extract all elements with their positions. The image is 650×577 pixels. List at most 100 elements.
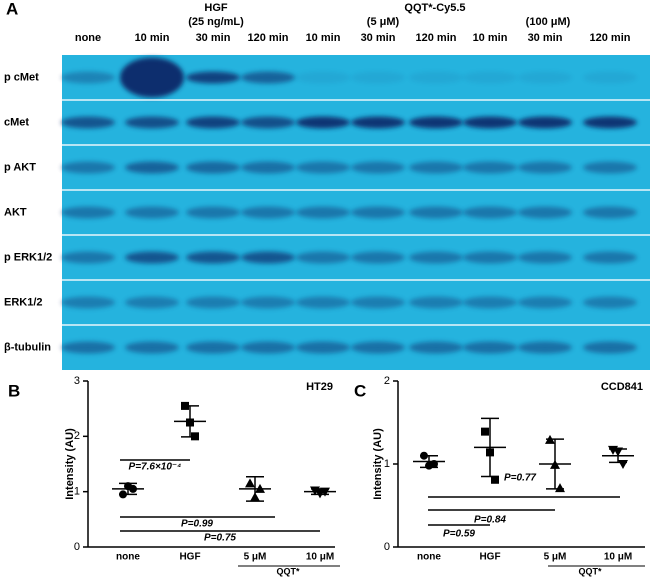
blot-band: [186, 161, 240, 174]
row-label: p cMet: [4, 71, 39, 83]
point: [119, 490, 127, 499]
row-label: p AKT: [4, 161, 36, 173]
point: [430, 460, 438, 468]
x-tick-label: 10 μM: [604, 552, 632, 563]
blot-band: [125, 341, 179, 354]
y-tick-label: 1: [74, 486, 80, 498]
blot-band: [61, 251, 115, 264]
point: [250, 492, 260, 502]
blot-band: [518, 296, 572, 309]
blot-band: [241, 161, 295, 174]
blot-band: [463, 161, 517, 174]
blot-band: [463, 116, 517, 129]
subgroup-label: (5 μM): [367, 16, 400, 28]
p-value: P=0.59: [443, 529, 475, 540]
blot-band: [409, 296, 463, 309]
chart-title: CCD841: [601, 381, 643, 393]
point: [245, 478, 255, 488]
y-tick-label: 0: [384, 541, 390, 553]
blot-band: [61, 206, 115, 219]
y-axis-label: Intensity (AU): [372, 428, 384, 500]
blot-band: [518, 71, 572, 84]
point: [420, 451, 428, 460]
panel-label: A: [6, 0, 18, 18]
blot-band: [241, 71, 295, 84]
point: [613, 447, 623, 457]
group-title: QQT*-Cy5.5: [404, 2, 465, 14]
chart-title: HT29: [306, 381, 333, 393]
blot-band: [351, 341, 405, 354]
y-tick-label: 2: [74, 430, 80, 442]
blot-band: [125, 296, 179, 309]
point: [191, 432, 199, 441]
blot-band: [409, 251, 463, 264]
column-label: 30 min: [528, 32, 563, 44]
panel-label: B: [8, 381, 20, 400]
blot-band: [518, 161, 572, 174]
point: [255, 483, 265, 493]
x-tick-label: 10 μM: [306, 552, 334, 563]
x-tick-label: 5 μM: [544, 552, 567, 563]
row-label: p ERK1/2: [4, 251, 52, 263]
group-title: HGF: [204, 2, 228, 14]
group-label: QQT*: [578, 566, 601, 576]
y-tick-label: 3: [74, 375, 80, 387]
blot-band: [296, 341, 350, 354]
blot-band: [463, 251, 517, 264]
blot-band: [463, 341, 517, 354]
column-label: 30 min: [361, 32, 396, 44]
blot-band: [125, 116, 179, 129]
blot-band: [351, 71, 405, 84]
blot-band: [583, 71, 637, 84]
blot-band: [296, 206, 350, 219]
blot-band: [463, 71, 517, 84]
column-label: 120 min: [416, 32, 457, 44]
blot-band: [351, 206, 405, 219]
point: [618, 460, 628, 469]
point: [486, 448, 494, 457]
y-tick-label: 1: [384, 458, 390, 470]
blot-band: [241, 116, 295, 129]
blot-band: [518, 116, 572, 129]
blot-band: [409, 161, 463, 174]
point: [491, 475, 499, 484]
point: [550, 459, 560, 469]
blot-band: [125, 251, 179, 264]
blot-band: [296, 251, 350, 264]
blot-band: [463, 206, 517, 219]
row-label: ERK1/2: [4, 296, 43, 308]
blot-band: [583, 161, 637, 174]
blot-band: [61, 116, 115, 129]
panel-label: C: [354, 381, 366, 400]
column-label: 30 min: [196, 32, 231, 44]
blot-band: [518, 251, 572, 264]
blot-band: [518, 206, 572, 219]
point: [186, 418, 194, 427]
x-tick-label: 5 μM: [244, 552, 267, 563]
blot-band: [241, 251, 295, 264]
y-tick-label: 0: [74, 541, 80, 553]
y-axis-label: Intensity (AU): [64, 428, 76, 500]
blot-band: [125, 206, 179, 219]
x-tick-label: none: [116, 552, 140, 563]
group-subtitle: (25 ng/mL): [188, 16, 244, 28]
blot-band: [120, 57, 184, 98]
point: [555, 483, 565, 493]
x-tick-label: HGF: [479, 552, 500, 563]
blot-band: [351, 251, 405, 264]
column-label: 10 min: [135, 32, 170, 44]
p-value: P=0.75: [204, 533, 236, 544]
blot-band: [186, 341, 240, 354]
column-label: 120 min: [590, 32, 631, 44]
blot-band: [351, 161, 405, 174]
group-label: QQT*: [276, 566, 299, 576]
blot-band: [583, 206, 637, 219]
x-tick-label: none: [417, 552, 441, 563]
column-label: 120 min: [248, 32, 289, 44]
p-value: P=0.84: [474, 515, 506, 526]
blot-band: [186, 251, 240, 264]
blot-band: [186, 296, 240, 309]
point: [545, 434, 555, 444]
column-label: 10 min: [473, 32, 508, 44]
